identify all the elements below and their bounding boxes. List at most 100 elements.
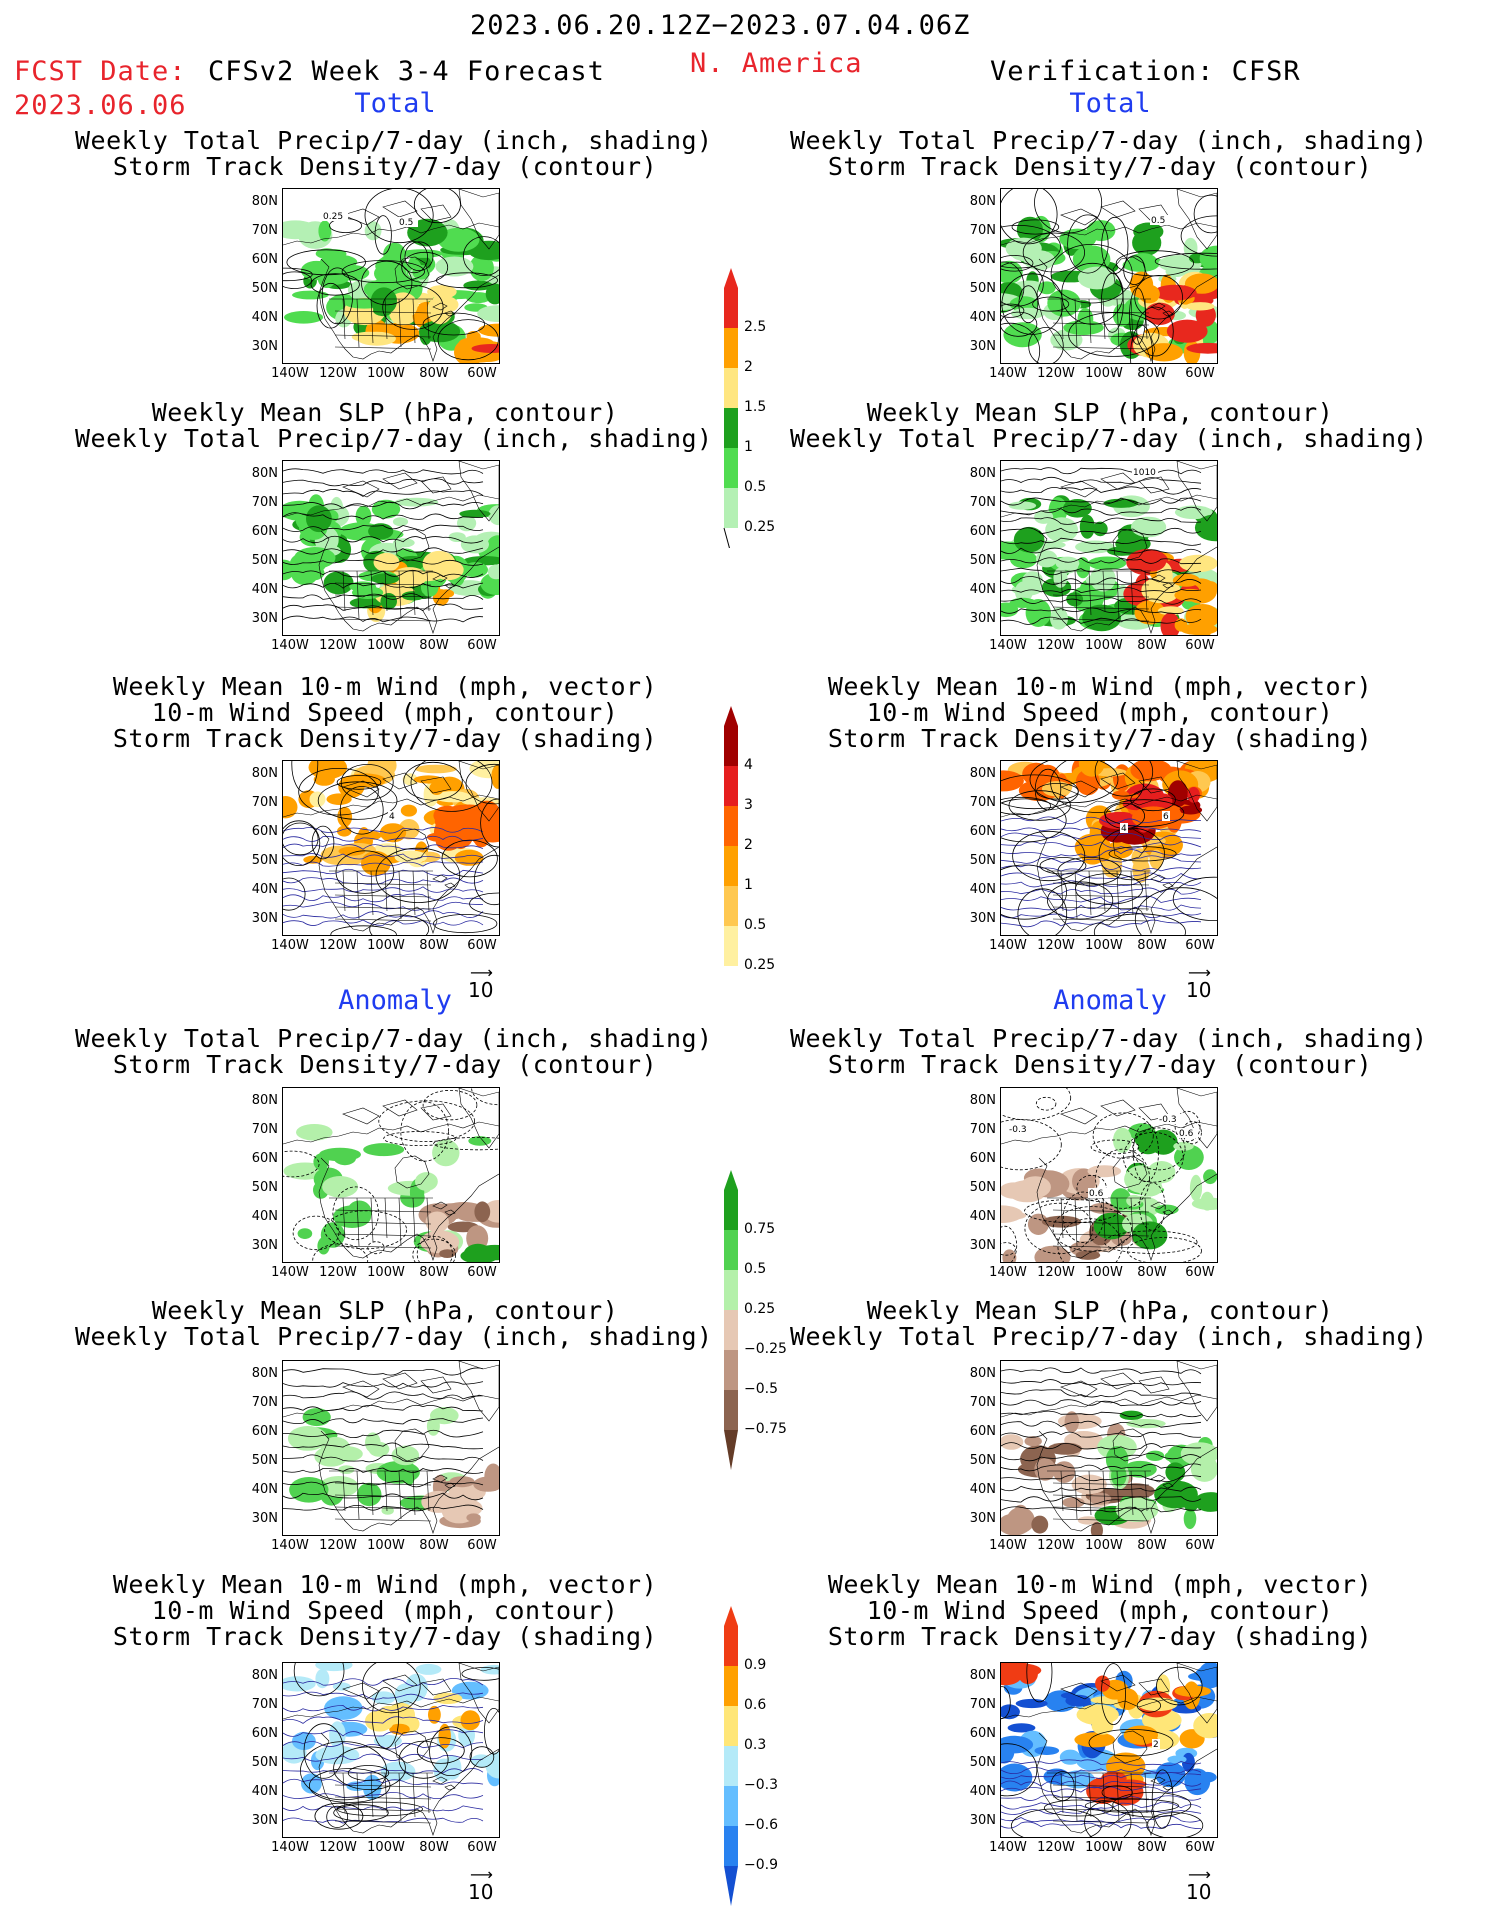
panel-title-line: Storm Track Density/7-day (shading): [112, 724, 658, 753]
latitude-label: 50N: [251, 281, 278, 296]
latitude-label: 40N: [251, 582, 278, 597]
colorbar-segment: [724, 1230, 738, 1270]
latitude-label: 50N: [969, 1180, 996, 1195]
latitude-label: 50N: [251, 1453, 278, 1468]
svg-text:-0.3: -0.3: [1009, 1125, 1027, 1135]
latitude-label: 80N: [251, 1366, 278, 1381]
vector-reference-fc-total: ⟶ 10: [468, 965, 493, 1003]
longitude-label: 100W: [1085, 1538, 1123, 1553]
colorbar-tick-label: −0.25: [744, 1341, 787, 1357]
colorbar-segment: [724, 1626, 738, 1666]
longitude-label: 100W: [1085, 938, 1123, 953]
panel-title-line: Weekly Total Precip/7-day (inch, shading…: [75, 1024, 713, 1053]
panel-title-line: Storm Track Density/7-day (contour): [112, 152, 658, 181]
colorbar-segment: [724, 806, 738, 846]
latitude-label: 60N: [251, 524, 278, 539]
colorbar-storm-density-total: 4 3 2 1 0.5 0.25: [722, 706, 775, 990]
map-canvas: 0.5: [1001, 189, 1217, 363]
longitude-label: 80W: [1137, 638, 1167, 653]
colorbar-graphic: [724, 1170, 738, 1470]
latitude-label: 60N: [969, 1424, 996, 1439]
svg-text:0.5: 0.5: [399, 218, 413, 228]
map-canvas: 1010: [1001, 461, 1217, 635]
panel-title-fc-anom-wind: Weekly Mean 10-m Wind (mph, vector) 10-m…: [75, 1572, 695, 1650]
verification-title: Verification: CFSR: [990, 56, 1301, 87]
latitude-label: 40N: [251, 882, 278, 897]
colorbar-tick-label: 2: [744, 837, 753, 853]
longitude-label: 100W: [1085, 1840, 1123, 1855]
latitude-label: 70N: [251, 1395, 278, 1410]
panel-title-obs-total-precip: Weekly Total Precip/7-day (inch, shading…: [790, 128, 1427, 180]
panel-title-line: Weekly Mean 10-m Wind (mph, vector): [112, 672, 658, 701]
longitude-label: 60W: [1185, 1265, 1215, 1280]
panel-title-line: Weekly Mean 10-m Wind (mph, vector): [112, 1570, 658, 1599]
latitude-label: 80N: [969, 1366, 996, 1381]
latitude-label: 70N: [251, 495, 278, 510]
panel-title-line: Weekly Mean SLP (hPa, contour): [866, 398, 1334, 427]
map-verification-anomaly-slp-precip: [1000, 1360, 1218, 1536]
longitude-label: 80W: [1137, 938, 1167, 953]
longitude-label: 140W: [989, 638, 1027, 653]
panel-title-line: Storm Track Density/7-day (shading): [112, 1622, 658, 1651]
latitude-label: 30N: [969, 911, 996, 926]
colorbar-top-arrow: [724, 268, 738, 288]
longitude-label: 120W: [319, 938, 357, 953]
latitude-label: 80N: [251, 1093, 278, 1108]
section-label-total-verification: Total: [1069, 88, 1151, 119]
colorbar-segment: [724, 328, 738, 368]
colorbar-segment: [724, 408, 738, 448]
longitude-label: 60W: [1185, 938, 1215, 953]
latitude-label: 60N: [251, 1151, 278, 1166]
longitude-label: 140W: [989, 938, 1027, 953]
latitude-label: 80N: [969, 1093, 996, 1108]
panel-title-line: Weekly Mean 10-m Wind (mph, vector): [827, 672, 1373, 701]
svg-text:4: 4: [1121, 824, 1127, 834]
longitude-label: 60W: [1185, 638, 1215, 653]
colorbar-tick-label: −0.3: [744, 1777, 778, 1793]
panel-title-obs-anom-wind: Weekly Mean 10-m Wind (mph, vector) 10-m…: [790, 1572, 1410, 1650]
fcst-date-value: 2023.06.06: [14, 90, 187, 121]
longitude-label: 100W: [1085, 638, 1123, 653]
panel-title-obs-anom-slp: Weekly Mean SLP (hPa, contour) Weekly To…: [790, 1298, 1427, 1350]
latitude-label: 30N: [969, 1511, 996, 1526]
panel-title-fc-anom-slp: Weekly Mean SLP (hPa, contour) Weekly To…: [75, 1298, 712, 1350]
vector-reference-arrow-icon: ⟶: [1188, 1865, 1211, 1884]
panel-title-obs-anom-precip: Weekly Total Precip/7-day (inch, shading…: [790, 1026, 1427, 1078]
colorbar-segment: [724, 368, 738, 408]
latitude-label: 80N: [969, 466, 996, 481]
latitude-label: 60N: [969, 1726, 996, 1741]
colorbar-tick-label: −0.6: [744, 1817, 778, 1833]
section-label-total-forecast: Total: [354, 88, 436, 119]
fcst-date-label: FCST Date:: [14, 56, 187, 87]
latitude-label: 30N: [969, 1813, 996, 1828]
svg-text:0.5: 0.5: [1151, 216, 1165, 226]
latitude-label: 40N: [969, 582, 996, 597]
panel-title-line: 10-m Wind Speed (mph, contour): [151, 1596, 619, 1625]
map-canvas: 4: [283, 761, 499, 935]
colorbar-tick-label: 2: [744, 359, 753, 375]
longitude-label: 140W: [271, 366, 309, 381]
colorbar-precip-anomaly: 0.75 0.5 0.25 −0.25 −0.5 −0.75: [722, 1170, 787, 1494]
colorbar-segment: [724, 886, 738, 926]
colorbar-tick-label: 4: [744, 757, 753, 773]
colorbar-storm-density-anomaly: 0.9 0.6 0.3 −0.3 −0.6 −0.9: [722, 1606, 778, 1930]
longitude-label: 140W: [989, 1840, 1027, 1855]
latitude-label: 40N: [969, 1482, 996, 1497]
longitude-label: 100W: [367, 938, 405, 953]
longitude-label: 60W: [467, 1265, 497, 1280]
svg-text:6: 6: [1163, 812, 1169, 822]
section-label-anomaly-forecast: Anomaly: [338, 985, 452, 1016]
longitude-label: 80W: [419, 1265, 449, 1280]
longitude-label: 60W: [467, 1538, 497, 1553]
panel-title-line: 10-m Wind Speed (mph, contour): [151, 698, 619, 727]
map-canvas: -0.3-0.30.60.6: [1001, 1088, 1217, 1262]
latitude-label: 30N: [969, 339, 996, 354]
longitude-label: 100W: [367, 638, 405, 653]
map-forecast-anomaly-precip-storm: [282, 1087, 500, 1263]
longitude-label: 120W: [1037, 366, 1075, 381]
latitude-label: 80N: [251, 194, 278, 209]
panel-title-line: Weekly Total Precip/7-day (inch, shading…: [790, 424, 1428, 453]
latitude-label: 70N: [251, 795, 278, 810]
latitude-label: 30N: [969, 611, 996, 626]
